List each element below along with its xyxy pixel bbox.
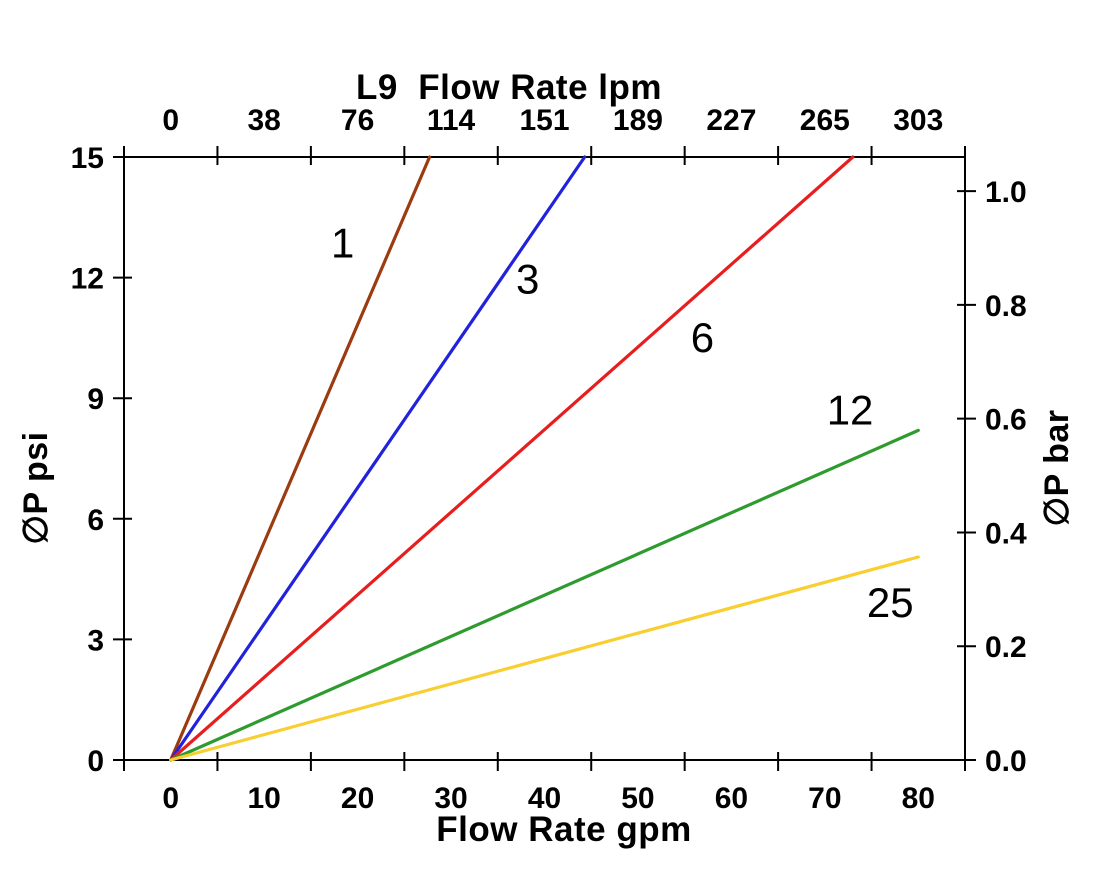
x-axis-title: Flow Rate gpm (436, 810, 692, 849)
left-axis-tick-label: 15 (71, 142, 104, 175)
top-axis-tick-label: 0 (162, 104, 179, 137)
chart-title: L9 Flow Rate lpm (355, 68, 663, 107)
series-label-25: 25 (867, 579, 914, 626)
series-line-25 (169, 555, 920, 762)
bottom-axis-tick-label: 60 (715, 782, 748, 815)
left-axis-tick-label: 12 (71, 263, 104, 296)
series-line-6 (169, 155, 855, 762)
bottom-axis-tick-label: 40 (528, 782, 561, 815)
left-axis-tick-label: 3 (87, 624, 104, 657)
top-axis-tick-label: 189 (613, 104, 663, 137)
bottom-axis-tick-label: 0 (162, 782, 179, 815)
right-axis-tick-label: 0.6 (985, 404, 1027, 437)
right-axis-tick-label: 0.0 (985, 745, 1027, 778)
series-line-3 (169, 155, 587, 762)
top-axis-tick-label: 114 (427, 104, 476, 137)
top-axis-tick-label: 265 (800, 104, 850, 137)
series-label-1: 1 (331, 219, 354, 266)
left-axis-tick-label: 6 (87, 504, 104, 537)
right-axis-tick-label: 1.0 (985, 176, 1027, 209)
left-axis-tick-label: 9 (87, 383, 104, 416)
top-axis-tick-label: 227 (706, 104, 756, 137)
right-axis-tick-label: 0.2 (985, 631, 1027, 664)
top-axis-tick-label: 76 (341, 104, 374, 137)
left-axis-tick-label: 0 (87, 745, 104, 778)
top-axis-tick-label: 303 (893, 104, 943, 137)
bottom-axis-tick-label: 10 (247, 782, 280, 815)
plot-border (123, 156, 966, 761)
series-line-12 (169, 428, 920, 762)
bottom-axis-tick-label: 30 (434, 782, 467, 815)
bottom-axis-tick-label: 70 (808, 782, 841, 815)
bottom-axis-tick-label: 50 (621, 782, 654, 815)
right-axis-tick-label: 0.8 (985, 290, 1027, 323)
top-axis-tick-label: 38 (247, 104, 280, 137)
bottom-axis-tick-label: 20 (341, 782, 374, 815)
series-label-12: 12 (827, 386, 874, 433)
series-label-6: 6 (691, 314, 714, 361)
series-label-3: 3 (516, 256, 539, 303)
top-axis-tick-label: 151 (519, 104, 569, 137)
series-line-1 (169, 155, 432, 762)
bottom-axis-tick-label: 80 (902, 782, 935, 815)
right-axis-tick-label: 0.4 (985, 517, 1027, 550)
